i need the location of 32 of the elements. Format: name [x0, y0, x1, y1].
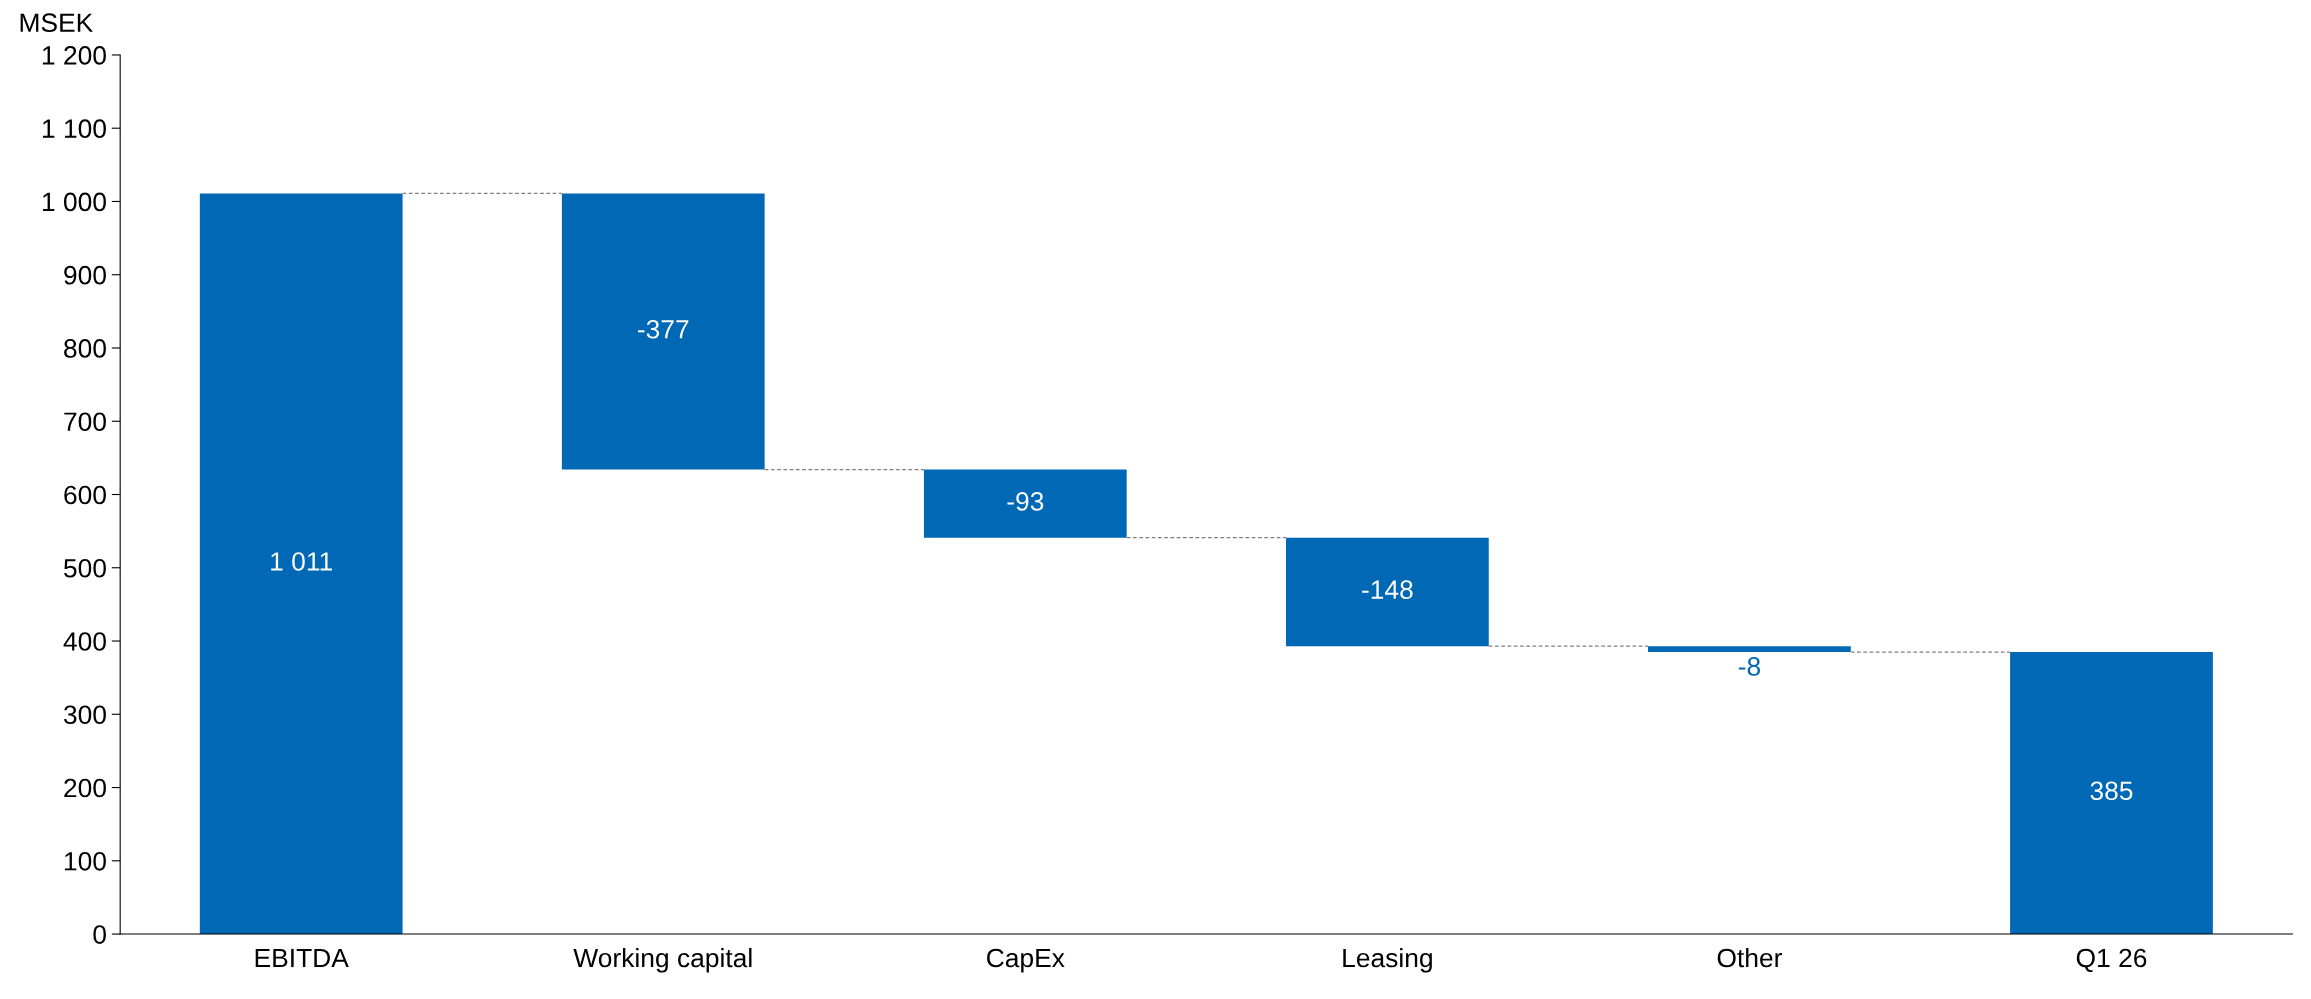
bar: [923, 469, 1127, 538]
y-tick-label: 0: [93, 925, 106, 944]
y-tick-label: 700: [64, 412, 106, 432]
y-tick-label: 900: [64, 265, 106, 285]
x-tick-label: Q1 26: [2076, 948, 2147, 973]
y-tick-label: 600: [64, 485, 106, 505]
x-tick-label: EBITDA: [255, 948, 349, 968]
x-tick-label: Leasing: [1343, 947, 1432, 973]
data-label: 385: [2090, 781, 2133, 801]
y-tick-label: 300: [63, 705, 106, 725]
bar: [561, 193, 765, 470]
x-tick-label: Working capital: [573, 947, 752, 973]
x-tick-label: CapEx: [987, 948, 1065, 973]
data-label: -377: [638, 319, 689, 339]
y-tick-label: 1 100: [42, 119, 106, 139]
y-tick-label: 500: [64, 558, 106, 578]
data-label: -93: [1007, 492, 1044, 511]
y-tick-label: 1 000: [42, 192, 106, 212]
y-tick-label: 200: [64, 778, 106, 798]
data-label: -148: [1362, 580, 1413, 600]
bar: [199, 193, 403, 935]
data-label: 1 011: [271, 552, 332, 571]
y-axis-title: MSEK: [20, 13, 93, 33]
bar: [1648, 646, 1851, 653]
y-tick-label: 100: [64, 851, 106, 871]
y-tick-label: 1 200: [42, 46, 106, 65]
bar: [2010, 652, 2213, 935]
data-label: -8: [1738, 657, 1761, 676]
x-tick-label: Other: [1717, 947, 1782, 968]
bar: [1285, 537, 1489, 647]
y-tick-label: 800: [64, 339, 106, 358]
y-tick-label: 400: [63, 632, 106, 651]
